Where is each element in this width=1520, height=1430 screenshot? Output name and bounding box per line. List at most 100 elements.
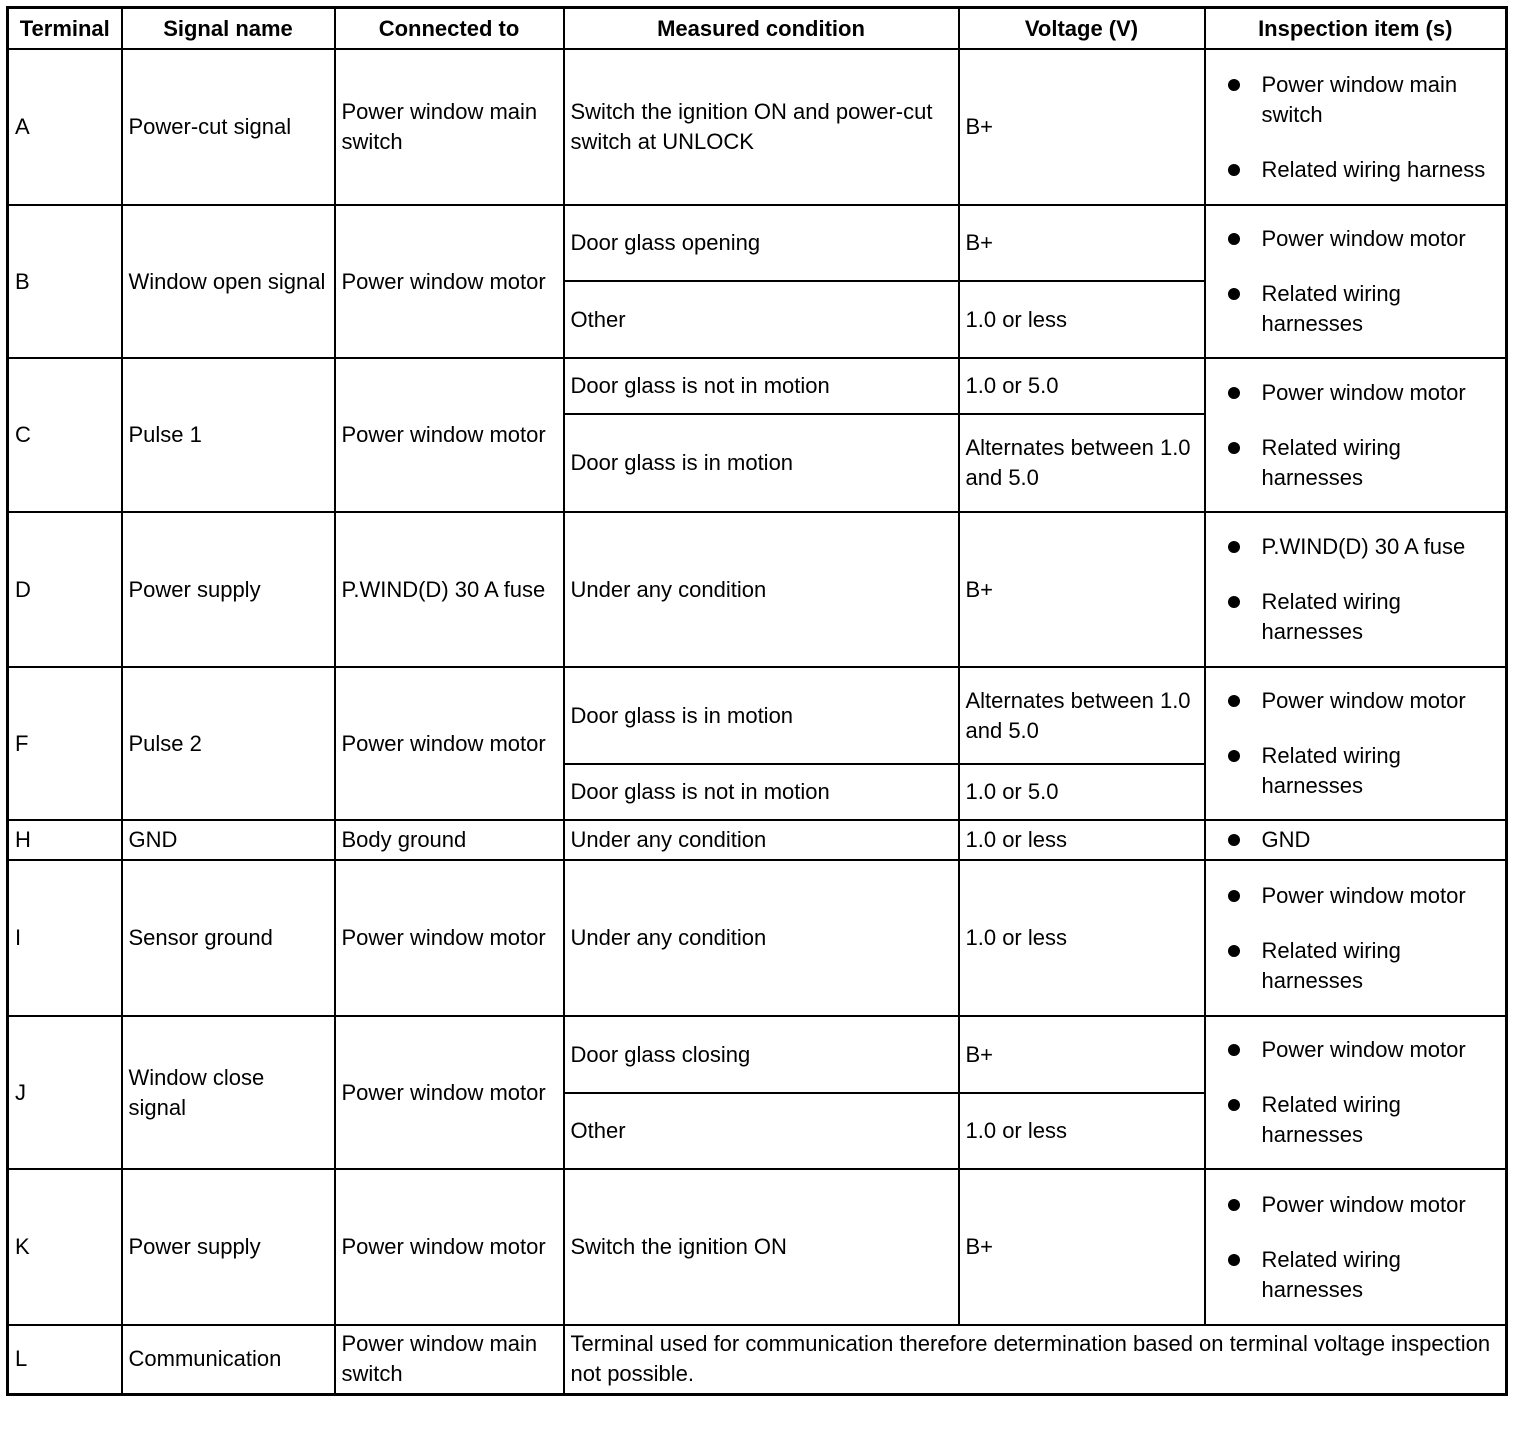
terminal-cell: K xyxy=(6,1168,123,1326)
inspection-items-cell: GND xyxy=(1203,819,1508,861)
voltage-cell: B+ xyxy=(957,204,1206,282)
inspection-list: Power window motor Related wiring harness… xyxy=(1212,224,1500,339)
table-subrow: Other 1.0 or less xyxy=(8,1092,1507,1170)
table-row: D Power supply P.WIND(D) 30 A fuse Under an… xyxy=(6,511,1508,668)
inspection-item: GND xyxy=(1227,825,1500,855)
terminal-inspection-table: Terminal Signal name Connected to Measur… xyxy=(6,6,1508,1396)
header-voltage: Voltage (V) xyxy=(957,6,1206,50)
bullet-icon xyxy=(1227,288,1240,300)
inspection-items-cell: Power window motor Related wiring harness… xyxy=(1203,357,1508,513)
connected-to-cell: Power window motor xyxy=(333,1015,565,1170)
terminal-cell: D xyxy=(6,511,123,668)
bullet-icon xyxy=(1227,78,1240,91)
inspection-list: Power window motor Related wiring harness… xyxy=(1212,1190,1500,1305)
terminal-cell: F xyxy=(6,666,123,821)
measured-condition-cell: Under any condition xyxy=(562,859,960,1017)
inspection-item-text: Related wiring harness xyxy=(1261,156,1486,182)
inspection-item-text: GND xyxy=(1261,827,1311,852)
inspection-item-text: Related wiring harnesses xyxy=(1261,281,1401,336)
bullet-icon xyxy=(1227,163,1240,176)
inspection-item-text: Related wiring harnesses xyxy=(1261,743,1401,798)
signal-name-cell: Pulse 2 xyxy=(120,666,336,821)
voltage-cell: B+ xyxy=(957,1168,1206,1326)
connected-to-cell: Power window main switch xyxy=(333,1324,565,1395)
inspection-item: Related wiring harnesses xyxy=(1227,741,1500,801)
inspection-item-text: Power window motor xyxy=(1261,882,1466,908)
bullet-icon xyxy=(1227,1099,1240,1111)
voltage-cell: B+ xyxy=(957,1015,1206,1094)
inspection-item-text: Power window motor xyxy=(1261,226,1466,251)
measured-condition-cell: Door glass closing xyxy=(562,1015,960,1094)
inspection-items-cell: Power window main switch Related wiring h… xyxy=(1203,48,1508,206)
voltage-cell: Alternates between 1.0 and 5.0 xyxy=(957,413,1206,513)
table-subrow: Door glass is in motion Alternates betwee… xyxy=(8,413,1507,513)
terminal-cell: H xyxy=(6,819,123,861)
signal-name-cell: Power supply xyxy=(120,1168,336,1326)
inspection-items-cell: Power window motor Related wiring harness… xyxy=(1203,1168,1508,1326)
bullet-icon xyxy=(1227,441,1240,454)
signal-name-cell: GND xyxy=(120,819,336,861)
measured-condition-cell: Other xyxy=(562,280,960,359)
header-measured-condition: Measured condition xyxy=(562,6,960,50)
terminal-cell: C xyxy=(6,357,123,513)
table-row: J Window close signal Power window motor Do… xyxy=(6,1015,1508,1170)
header-inspection-items: Inspection item (s) xyxy=(1203,6,1508,50)
connected-to-cell: Power window motor xyxy=(333,204,565,359)
terminal-cell: J xyxy=(6,1015,123,1170)
bullet-icon xyxy=(1227,889,1240,902)
measured-condition-cell: Under any condition xyxy=(562,511,960,668)
inspection-item: Power window motor xyxy=(1227,1190,1500,1220)
inspection-items-cell: P.WIND(D) 30 A fuse Related wiring harnes… xyxy=(1203,511,1508,668)
table-row: L Communication Power window main switch Te… xyxy=(6,1324,1508,1395)
header-signal-name: Signal name xyxy=(120,6,336,50)
bullet-icon xyxy=(1227,834,1240,846)
measured-condition-cell: Door glass is in motion xyxy=(562,666,960,765)
voltage-cell: 1.0 or 5.0 xyxy=(957,357,1206,415)
measured-condition-cell: Other xyxy=(562,1092,960,1170)
connected-to-cell: P.WIND(D) 30 A fuse xyxy=(333,511,565,668)
bullet-icon xyxy=(1227,386,1240,399)
signal-name-cell: Power supply xyxy=(120,511,336,668)
table-subrow: Other 1.0 or less xyxy=(8,280,1507,359)
inspection-item: Power window motor xyxy=(1227,1035,1500,1065)
measured-condition-cell: Door glass is not in motion xyxy=(562,357,960,415)
inspection-items-cell: Power window motor Related wiring harness… xyxy=(1203,1015,1508,1170)
inspection-list: Power window motor Related wiring harness… xyxy=(1212,881,1500,996)
inspection-list: P.WIND(D) 30 A fuse Related wiring harnes… xyxy=(1212,532,1500,647)
bullet-icon xyxy=(1227,1198,1240,1211)
measured-condition-cell: Door glass is not in motion xyxy=(562,763,960,821)
inspection-item-text: Related wiring harnesses xyxy=(1261,589,1401,644)
inspection-item: Power window motor xyxy=(1227,224,1500,254)
connected-to-cell: Power window main switch xyxy=(333,48,565,206)
terminal-cell: A xyxy=(6,48,123,206)
header-connected-to: Connected to xyxy=(333,6,565,50)
inspection-item: Related wiring harnesses xyxy=(1227,936,1500,996)
inspection-item: P.WIND(D) 30 A fuse xyxy=(1227,532,1500,562)
inspection-items-cell: Power window motor Related wiring harness… xyxy=(1203,204,1508,359)
voltage-cell: 1.0 or 5.0 xyxy=(957,763,1206,821)
bullet-icon xyxy=(1227,233,1240,245)
measured-condition-cell: Under any condition xyxy=(562,819,960,861)
inspection-items-cell: Power window motor Related wiring harness… xyxy=(1203,666,1508,821)
voltage-cell: 1.0 or less xyxy=(957,280,1206,359)
table-row: K Power supply Power window motor Switch th… xyxy=(6,1168,1508,1326)
table-row: C Pulse 1 Power window motor Door glass is … xyxy=(6,357,1508,513)
inspection-item-text: Related wiring harnesses xyxy=(1261,434,1401,490)
table-row: B Window open signal Power window motor Doo… xyxy=(6,204,1508,359)
inspection-item-text: P.WIND(D) 30 A fuse xyxy=(1261,534,1466,559)
inspection-list: Power window motor Related wiring harness… xyxy=(1212,686,1500,801)
voltage-cell: Alternates between 1.0 and 5.0 xyxy=(957,666,1206,765)
inspection-item: Related wiring harness xyxy=(1227,155,1500,185)
connected-to-cell: Power window motor xyxy=(333,859,565,1017)
inspection-item-text: Related wiring harnesses xyxy=(1261,1246,1401,1302)
signal-name-cell: Window close signal xyxy=(120,1015,336,1170)
inspection-list: Power window main switch Related wiring h… xyxy=(1212,70,1500,185)
inspection-item-text: Related wiring harnesses xyxy=(1261,1092,1401,1147)
inspection-item: Related wiring harnesses xyxy=(1227,1090,1500,1150)
inspection-item: Related wiring harnesses xyxy=(1227,1245,1500,1305)
measured-condition-cell: Door glass opening xyxy=(562,204,960,282)
inspection-list: Power window motor Related wiring harness… xyxy=(1212,1035,1500,1150)
inspection-item: Power window motor xyxy=(1227,686,1500,716)
header-terminal: Terminal xyxy=(6,6,123,50)
connected-to-cell: Body ground xyxy=(333,819,565,861)
